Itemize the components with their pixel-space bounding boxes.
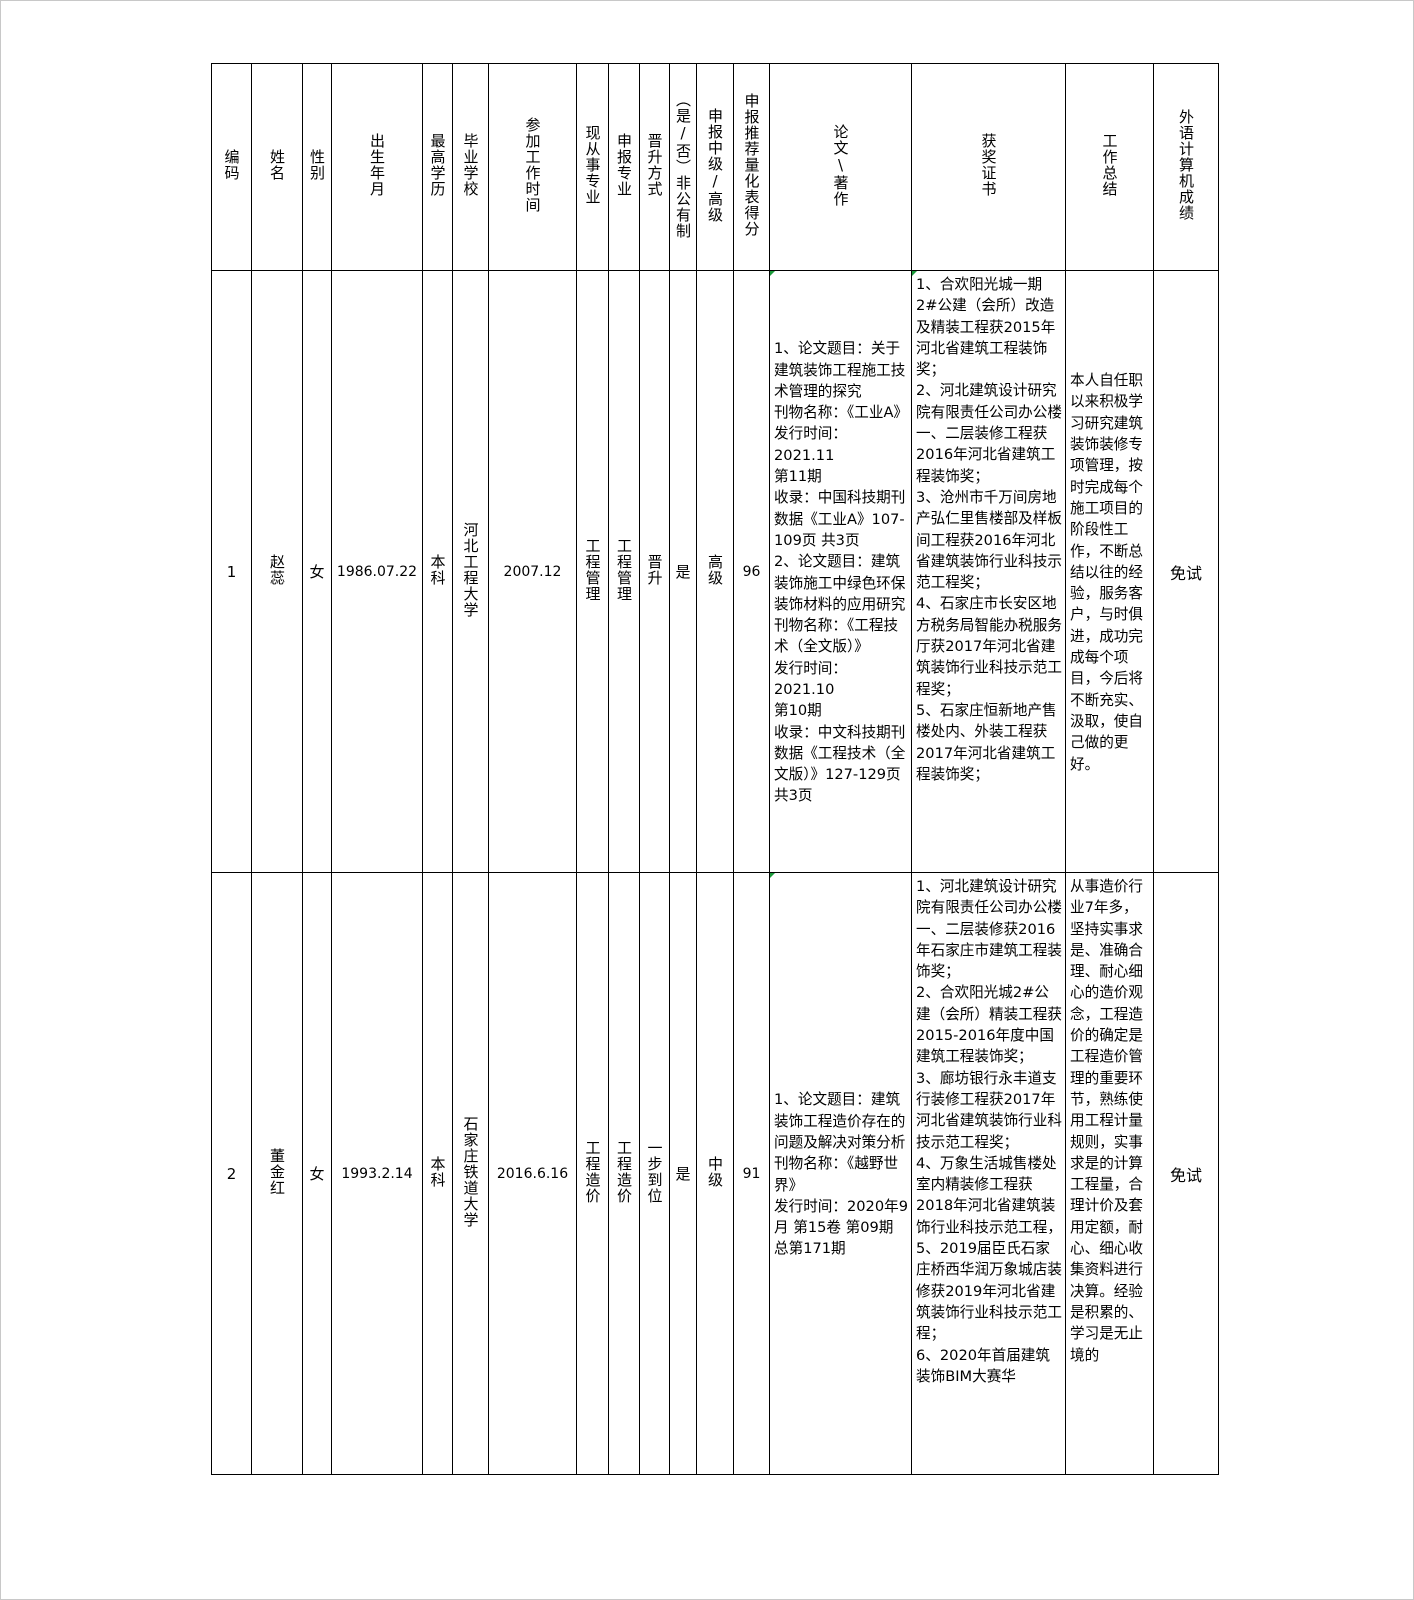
header-label: 论文\著作	[831, 123, 850, 207]
cell-current-major[interactable]: 工程造价	[576, 872, 609, 1475]
header-label: 最高学历	[428, 133, 447, 197]
papers-text: 1、论文题目：关于建筑装饰工程施工技术管理的探究 刊物名称：《工业A》 发行时间…	[774, 340, 909, 805]
education-text: 本科	[428, 1155, 447, 1188]
name-text: 赵蕊	[268, 553, 286, 586]
header-papers: 论文\著作	[769, 63, 912, 271]
cell-awards[interactable]: 1、河北建筑设计研究院有限责任公司办公楼一、二层装修获2016年石家庄市建筑工程…	[911, 872, 1066, 1475]
summary-text: 从事造价行业7年多，坚持实事求是、准确合理、耐心细心的造价观念，工程造价的确定是…	[1070, 878, 1143, 1364]
header-apply-major: 申报专业	[608, 63, 640, 271]
header-label: 现从事专业	[583, 125, 602, 205]
cell-awards[interactable]: 1、合欢阳光城一期2#公建（会所）改造及精装工程获2015年河北省建筑工程装饰奖…	[911, 270, 1066, 873]
header-school: 毕业学校	[452, 63, 489, 271]
cell-promotion[interactable]: 晋升	[639, 270, 670, 873]
header-education: 最高学历	[422, 63, 453, 271]
header-non-public: （是/否）非公有制	[669, 63, 697, 271]
table-row: 1 赵蕊 女 1986.07.22 本科 河北工程大学 2007.12 工程管理…	[211, 270, 1219, 873]
cell-level[interactable]: 中级	[696, 872, 734, 1475]
cell-papers[interactable]: 1、论文题目：建筑装饰工程造价存在的问题及解决对策分析 刊物名称：《越野世界》 …	[769, 872, 912, 1475]
cell-apply-major[interactable]: 工程造价	[608, 872, 640, 1475]
cell-summary[interactable]: 从事造价行业7年多，坚持实事求是、准确合理、耐心细心的造价观念，工程造价的确定是…	[1065, 872, 1154, 1475]
promotion-text: 晋升	[645, 553, 664, 586]
header-level: 申报中级/高级	[696, 63, 734, 271]
header-row: 编码 姓名 性别 出生年月 最高学历 毕业学校 参加工作时间 现从事专业 申报专…	[211, 63, 1219, 271]
header-score: 申报推荐量化表得分	[733, 63, 770, 271]
papers-text: 1、论文题目：建筑装饰工程造价存在的问题及解决对策分析 刊物名称：《越野世界》 …	[774, 1091, 908, 1258]
cell-gender[interactable]: 女	[302, 270, 332, 873]
cell-promotion[interactable]: 一步到位	[639, 872, 670, 1475]
header-label: 获奖证书	[979, 133, 998, 197]
cell-summary[interactable]: 本人自任职以来积极学习研究建筑装饰装修专项管理，按时完成每个施工项目的阶段性工作…	[1065, 270, 1154, 873]
cell-foreign[interactable]: 免试	[1153, 872, 1219, 1475]
school-text: 河北工程大学	[461, 521, 480, 618]
header-label: 工作总结	[1100, 133, 1119, 197]
level-text: 中级	[706, 1155, 724, 1188]
cell-non-public[interactable]: 是	[669, 872, 697, 1475]
cell-school[interactable]: 河北工程大学	[452, 270, 489, 873]
cell-gender[interactable]: 女	[302, 872, 332, 1475]
header-label: 编码	[222, 149, 241, 181]
header-birth: 出生年月	[331, 63, 423, 271]
cell-score[interactable]: 96	[733, 270, 770, 873]
cell-work-start[interactable]: 2007.12	[488, 270, 577, 873]
header-awards: 获奖证书	[911, 63, 1066, 271]
header-id: 编码	[211, 63, 252, 271]
header-foreign: 外语计算机成绩	[1153, 63, 1219, 271]
current-major-text: 工程造价	[583, 1139, 602, 1204]
current-major-text: 工程管理	[583, 537, 602, 602]
level-text: 高级	[706, 553, 724, 586]
cell-level[interactable]: 高级	[696, 270, 734, 873]
cell-name[interactable]: 赵蕊	[251, 270, 303, 873]
table-row: 2 董金红 女 1993.2.14 本科 石家庄铁道大学 2016.6.16 工…	[211, 872, 1219, 1475]
apply-major-text: 工程管理	[615, 537, 633, 602]
header-label: 申报中级/高级	[706, 107, 724, 223]
header-label: 申报推荐量化表得分	[742, 93, 761, 237]
header-label: 出生年月	[368, 133, 386, 197]
cell-work-start[interactable]: 2016.6.16	[488, 872, 577, 1475]
school-text: 石家庄铁道大学	[461, 1115, 480, 1228]
cell-education[interactable]: 本科	[422, 872, 453, 1475]
cell-birth[interactable]: 1986.07.22	[331, 270, 423, 873]
cell-non-public[interactable]: 是	[669, 270, 697, 873]
cell-school[interactable]: 石家庄铁道大学	[452, 872, 489, 1475]
promotion-text: 一步到位	[645, 1139, 664, 1204]
applicant-table: 编码 姓名 性别 出生年月 最高学历 毕业学校 参加工作时间 现从事专业 申报专…	[211, 63, 1219, 1475]
header-summary: 工作总结	[1065, 63, 1154, 271]
header-work-start: 参加工作时间	[488, 63, 577, 271]
header-promotion: 晋升方式	[639, 63, 670, 271]
cell-foreign[interactable]: 免试	[1153, 270, 1219, 873]
summary-text: 本人自任职以来积极学习研究建筑装饰装修专项管理，按时完成每个施工项目的阶段性工作…	[1070, 372, 1143, 773]
cell-current-major[interactable]: 工程管理	[576, 270, 609, 873]
cell-education[interactable]: 本科	[422, 270, 453, 873]
cell-papers[interactable]: 1、论文题目：关于建筑装饰工程施工技术管理的探究 刊物名称：《工业A》 发行时间…	[769, 270, 912, 873]
header-label: 申报专业	[615, 133, 633, 197]
awards-text: 1、河北建筑设计研究院有限责任公司办公楼一、二层装修获2016年石家庄市建筑工程…	[916, 878, 1062, 1385]
header-label: 外语计算机成绩	[1177, 109, 1195, 221]
cell-id[interactable]: 1	[211, 270, 252, 873]
header-label: 参加工作时间	[523, 117, 542, 213]
education-text: 本科	[428, 553, 447, 586]
cell-apply-major[interactable]: 工程管理	[608, 270, 640, 873]
header-name: 姓名	[251, 63, 303, 271]
apply-major-text: 工程造价	[615, 1139, 633, 1204]
header-label: 性别	[308, 149, 326, 181]
header-label: 姓名	[268, 149, 286, 181]
cell-birth[interactable]: 1993.2.14	[331, 872, 423, 1475]
header-label: 晋升方式	[645, 133, 664, 197]
name-text: 董金红	[268, 1147, 286, 1196]
awards-text: 1、合欢阳光城一期2#公建（会所）改造及精装工程获2015年河北省建筑工程装饰奖…	[916, 276, 1062, 783]
header-label: 毕业学校	[461, 133, 480, 197]
header-current-major: 现从事专业	[576, 63, 609, 271]
cell-name[interactable]: 董金红	[251, 872, 303, 1475]
cell-id[interactable]: 2	[211, 872, 252, 1475]
cell-score[interactable]: 91	[733, 872, 770, 1475]
header-gender: 性别	[302, 63, 332, 271]
header-label: （是/否）非公有制	[674, 91, 692, 239]
